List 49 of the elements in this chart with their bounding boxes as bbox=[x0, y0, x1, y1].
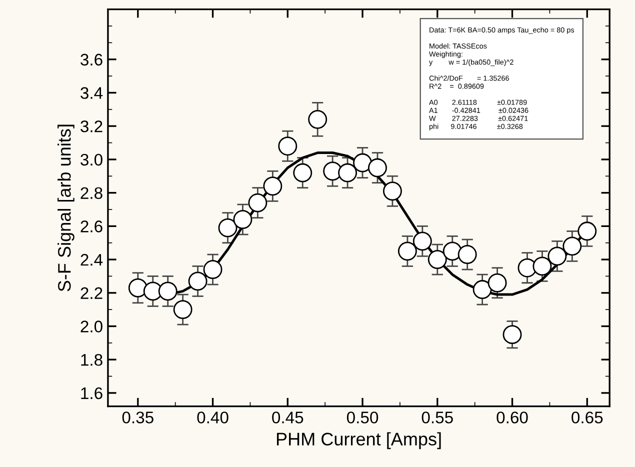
point bbox=[398, 242, 417, 261]
point bbox=[472, 280, 492, 300]
point bbox=[173, 300, 192, 320]
x-tick-label: 0.45 bbox=[272, 412, 304, 424]
y-tick-label: 1.8 bbox=[81, 354, 102, 366]
point bbox=[308, 110, 328, 129]
point bbox=[323, 162, 342, 181]
point bbox=[278, 136, 298, 156]
y-tick-label: 3.4 bbox=[80, 87, 103, 99]
x-tick-label: 0.40 bbox=[197, 412, 228, 424]
y-axis-title: S-F Signal [arb units] bbox=[58, 124, 74, 292]
point bbox=[248, 193, 268, 212]
point bbox=[203, 260, 222, 280]
x-tick-label: 0.65 bbox=[572, 412, 603, 424]
y-tick-label: 3.2 bbox=[80, 120, 102, 132]
point bbox=[562, 236, 582, 256]
point bbox=[412, 232, 432, 251]
point bbox=[368, 158, 387, 178]
point bbox=[458, 245, 477, 264]
x-axis-title: PHM Current [Amps] bbox=[276, 432, 441, 450]
point bbox=[488, 273, 507, 292]
y-tick-label: 2.2 bbox=[80, 287, 102, 299]
point bbox=[353, 153, 372, 172]
y-tick-label: 3.0 bbox=[80, 154, 102, 166]
point bbox=[382, 182, 402, 201]
point bbox=[502, 325, 522, 344]
point bbox=[263, 176, 282, 196]
x-tick-label: 0.60 bbox=[496, 412, 528, 424]
point bbox=[128, 278, 148, 298]
point bbox=[578, 222, 597, 241]
x-tick-label: 0.55 bbox=[422, 412, 453, 424]
point bbox=[442, 242, 462, 261]
point bbox=[532, 256, 552, 276]
y-tick-label: 3.6 bbox=[80, 54, 102, 66]
point bbox=[218, 218, 238, 238]
point bbox=[188, 272, 208, 291]
point bbox=[158, 282, 178, 301]
x-tick-label: 0.35 bbox=[122, 412, 154, 424]
point bbox=[548, 246, 567, 266]
point bbox=[293, 163, 312, 182]
point bbox=[428, 250, 447, 269]
point bbox=[233, 210, 252, 229]
point bbox=[338, 163, 358, 182]
y-tick-label: 2.8 bbox=[80, 187, 102, 200]
x-tick-label: 0.50 bbox=[346, 412, 378, 424]
y-tick-label: 2.6 bbox=[80, 220, 102, 232]
y-tick-label: 1.6 bbox=[81, 387, 102, 400]
y-tick-label: 2.0 bbox=[80, 320, 102, 332]
y-tick-label: 2.4 bbox=[80, 254, 103, 266]
